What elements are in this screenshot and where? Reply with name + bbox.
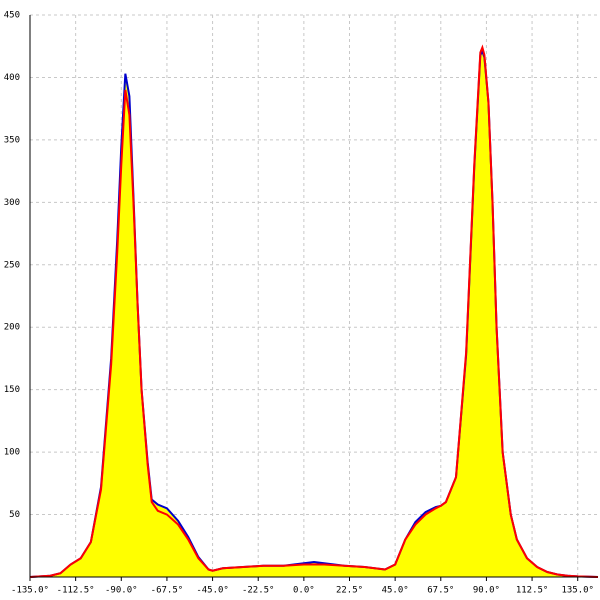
y-tick-label: 300 xyxy=(4,198,20,208)
x-tick-label: 45.0° xyxy=(382,586,409,596)
series-line xyxy=(29,44,599,578)
x-tick-label: -22.5° xyxy=(242,586,275,596)
x-tick-label: -45.0° xyxy=(196,586,229,596)
x-tick-label: 67.5° xyxy=(427,586,454,596)
y-tick-label: 400 xyxy=(4,73,20,83)
x-tick-label: 90.0° xyxy=(473,586,500,596)
x-tick-label: 112.5° xyxy=(516,586,549,596)
x-tick-label: 22.5° xyxy=(336,586,363,596)
x-tick-label: -135.0° xyxy=(11,586,49,596)
x-tick-label: -90.0° xyxy=(105,586,138,596)
area-fill xyxy=(30,51,598,578)
x-tick-label: 135.0° xyxy=(561,586,594,596)
y-tick-label: 250 xyxy=(4,260,20,270)
y-tick-label: 50 xyxy=(9,510,20,520)
x-tick-label: -67.5° xyxy=(151,586,184,596)
x-tick-label: 0.0° xyxy=(293,586,315,596)
y-tick-label: 450 xyxy=(4,11,20,21)
y-tick-label: 200 xyxy=(4,323,20,333)
y-tick-label: 150 xyxy=(4,385,20,395)
y-tick-label: 350 xyxy=(4,135,20,145)
x-tick-label: -112.5° xyxy=(57,586,95,596)
y-tick-label: 100 xyxy=(4,448,20,458)
